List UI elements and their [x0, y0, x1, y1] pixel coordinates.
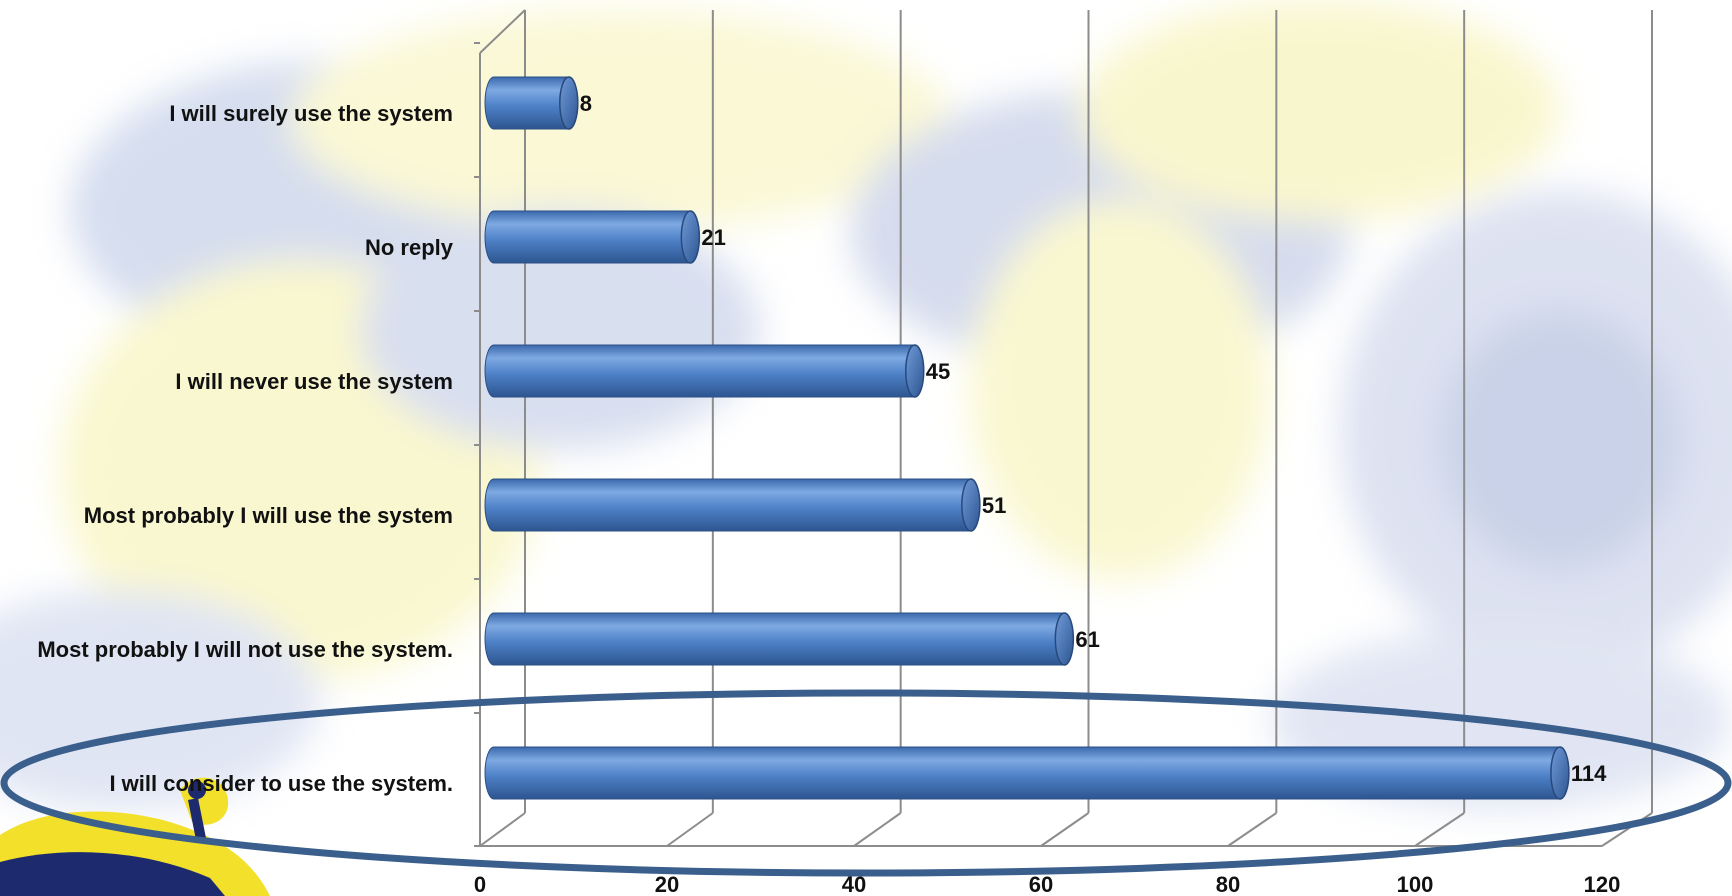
bar-cap [559, 76, 579, 130]
bar-4 [484, 478, 981, 532]
scooter-logo [0, 777, 270, 896]
category-label: I will surely use the system [169, 101, 453, 126]
bar-cap [905, 344, 925, 398]
bar-body [484, 746, 1561, 800]
category-label: Most probably I will use the system [84, 503, 453, 528]
background-watermark [0, 0, 1732, 810]
bar-cap [1550, 746, 1570, 800]
floor-gridline-40 [853, 812, 902, 847]
floor-gridline-100 [1414, 812, 1465, 847]
bar-1 [484, 76, 579, 130]
data-label: 8 [580, 91, 592, 116]
bar-3 [484, 344, 925, 398]
category-label: No reply [365, 235, 454, 260]
bar-cap [961, 478, 981, 532]
category-label: I will consider to use the system. [109, 771, 453, 796]
chart-gridlines [479, 10, 1653, 847]
data-label: 21 [701, 225, 725, 250]
bar-body [484, 612, 1065, 666]
x-tick-label: 20 [655, 872, 679, 896]
floor-gridline-60 [1040, 812, 1090, 847]
floor-gridline-20 [666, 812, 714, 847]
bar-6 [484, 746, 1570, 800]
chart-bars [484, 76, 1570, 800]
bar-cap [680, 210, 701, 264]
category-label: Most probably I will not use the system. [37, 637, 453, 662]
x-tick-label: 0 [474, 872, 486, 896]
chart-axes [474, 9, 1602, 847]
data-label: 114 [1571, 761, 1607, 786]
y-axis-top-edge [479, 9, 526, 54]
bar-body [484, 344, 916, 398]
x-tick-label: 120 [1584, 872, 1621, 896]
highlight-ellipse [0, 689, 1732, 877]
bar-2 [484, 210, 701, 264]
data-label: 51 [982, 493, 1006, 518]
floor-gridline-80 [1227, 812, 1277, 847]
bar-cap [1054, 612, 1075, 666]
x-tick-label: 100 [1397, 872, 1434, 896]
data-label: 45 [926, 359, 950, 384]
bar-5 [484, 612, 1075, 666]
bar-body [484, 478, 972, 532]
bar-body [484, 76, 570, 130]
data-label: 61 [1075, 627, 1099, 652]
x-tick-label: 80 [1216, 872, 1240, 896]
floor-gridline-0 [479, 812, 526, 847]
category-label: I will never use the system [175, 369, 453, 394]
bar-body [484, 210, 691, 264]
x-tick-label: 60 [1029, 872, 1053, 896]
